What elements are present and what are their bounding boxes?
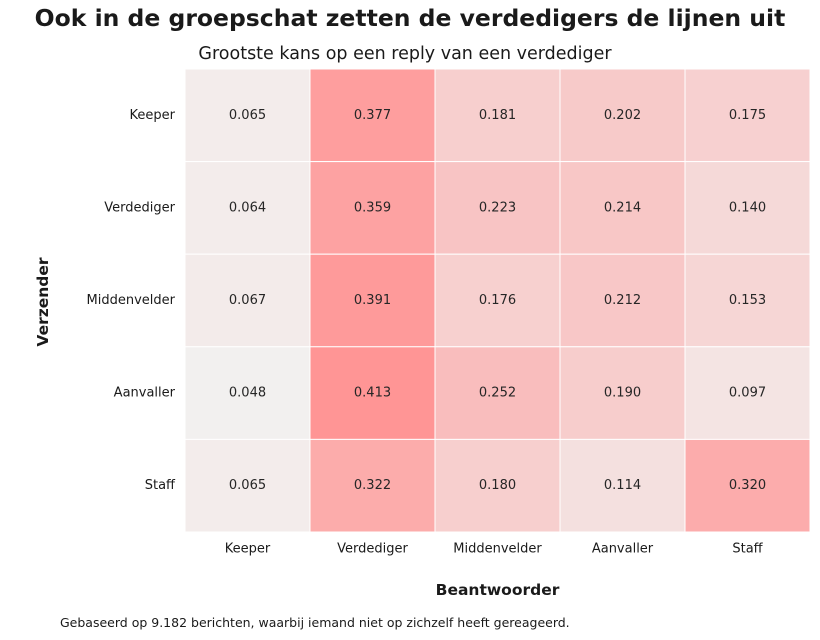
footnote: Gebaseerd op 9.182 berichten, waarbij ie… xyxy=(60,615,570,630)
x-tick-label: Keeper xyxy=(225,542,271,557)
heatmap-cell xyxy=(559,253,686,348)
cell-value-label: 0.391 xyxy=(354,293,391,308)
cell-value-label: 0.212 xyxy=(604,293,641,308)
cell-value-label: 0.413 xyxy=(354,386,391,401)
heatmap-cell xyxy=(434,161,561,255)
y-tick-label: Middenvelder xyxy=(87,293,176,308)
heatmap-cell xyxy=(309,253,436,348)
y-tick-label: Verdediger xyxy=(104,200,175,215)
heatmap-cell xyxy=(559,438,686,533)
chart-title-text: Grootste kans op een reply van een verde… xyxy=(198,44,612,64)
cell-value-label: 0.048 xyxy=(229,386,266,401)
cell-value-label: 0.202 xyxy=(604,108,641,123)
heatmap-cells: 0.065 0.377 0.181 0.202 0.175 0.064 0.359 0.223… xyxy=(184,68,811,533)
heatmap-cell xyxy=(184,253,311,348)
heatmap-cell xyxy=(434,438,561,533)
cell-value-label: 0.320 xyxy=(729,478,766,493)
y-tick-label: Staff xyxy=(145,478,176,493)
cell-value-label: 0.114 xyxy=(604,478,641,493)
heatmap-cell xyxy=(684,346,811,440)
heatmap-cell xyxy=(184,68,311,163)
cell-value-label: 0.359 xyxy=(354,200,391,215)
x-axis-label: Beantwoorder xyxy=(435,581,560,599)
heatmap-cell xyxy=(559,161,686,255)
y-tick-label: Aanvaller xyxy=(114,386,176,401)
cell-value-label: 0.067 xyxy=(229,293,266,308)
x-tick-label: Aanvaller xyxy=(592,542,654,557)
cell-value-label: 0.065 xyxy=(229,108,266,123)
heatmap-cell xyxy=(309,438,436,533)
cell-value-label: 0.322 xyxy=(354,478,391,493)
x-tick-labels: Keeper Verdediger Middenvelder Aanvaller Sta… xyxy=(225,542,764,557)
cell-value-label: 0.252 xyxy=(479,386,516,401)
heatmap-cell xyxy=(684,438,811,533)
cell-value-label: 0.153 xyxy=(729,293,766,308)
cell-value-label: 0.064 xyxy=(229,200,266,215)
heatmap-cell xyxy=(434,346,561,440)
cell-value-label: 0.190 xyxy=(604,386,641,401)
cell-value-label: 0.065 xyxy=(229,478,266,493)
cell-value-label: 0.140 xyxy=(729,200,766,215)
heatmap-cell xyxy=(184,346,311,440)
heatmap-cell xyxy=(309,346,436,440)
chart-title: Grootste kans op een reply van een verde… xyxy=(0,44,810,64)
chart-suptitle: Ook in de groepschat zetten de verdedige… xyxy=(34,4,786,32)
cell-value-label: 0.180 xyxy=(479,478,516,493)
heatmap-cell xyxy=(684,253,811,348)
x-tick-label: Middenvelder xyxy=(453,542,542,557)
x-tick-label: Verdediger xyxy=(337,542,408,557)
heatmap-cell xyxy=(559,346,686,440)
cell-value-label: 0.377 xyxy=(354,108,391,123)
cell-value-label: 0.097 xyxy=(729,386,766,401)
x-tick-label: Staff xyxy=(732,542,763,557)
y-tick-label: Keeper xyxy=(130,108,176,123)
cell-value-label: 0.223 xyxy=(479,200,516,215)
cell-value-label: 0.181 xyxy=(479,108,516,123)
cell-value-label: 0.176 xyxy=(479,293,516,308)
cell-value-label: 0.214 xyxy=(604,200,641,215)
cell-value-label: 0.175 xyxy=(729,108,766,123)
y-axis-label: Verzender xyxy=(34,257,52,347)
heatmap-cell xyxy=(684,161,811,255)
heatmap-cell xyxy=(309,161,436,255)
y-tick-labels: Keeper Verdediger Middenvelder Aanvaller Sta… xyxy=(87,108,177,493)
